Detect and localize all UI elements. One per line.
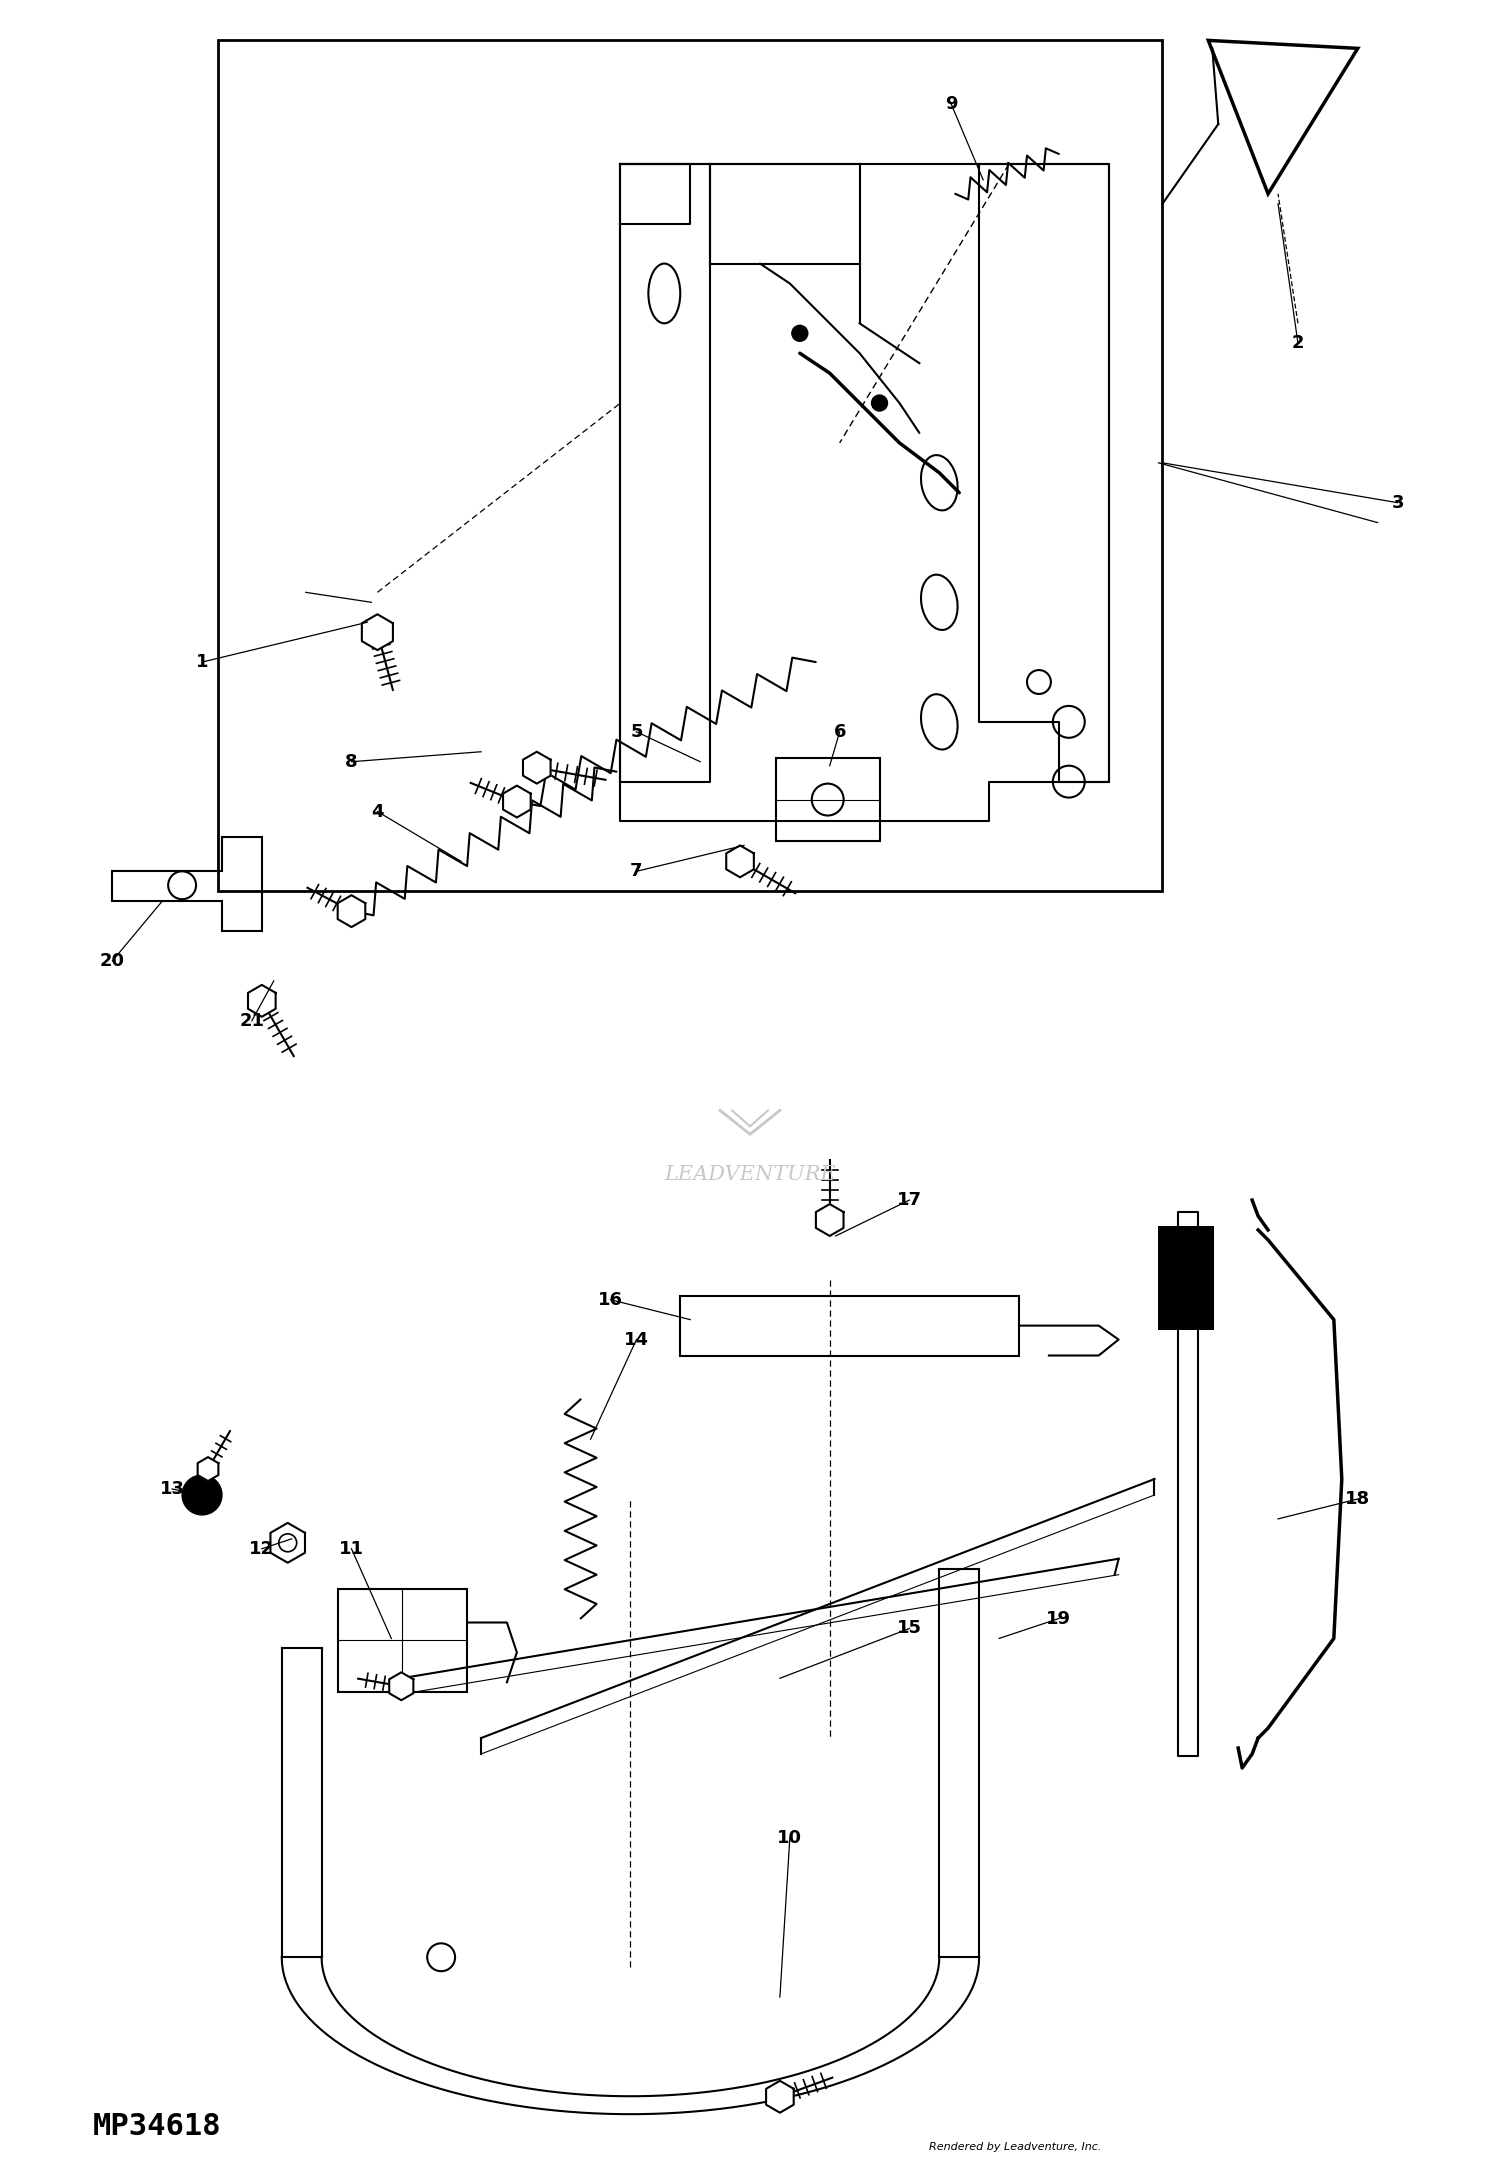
Polygon shape xyxy=(338,895,366,928)
Text: 13: 13 xyxy=(159,1480,184,1497)
Text: 10: 10 xyxy=(777,1830,802,1847)
Text: 2: 2 xyxy=(1292,335,1304,352)
Text: 1: 1 xyxy=(196,654,208,671)
Polygon shape xyxy=(816,1204,843,1236)
Text: 12: 12 xyxy=(249,1541,274,1558)
Polygon shape xyxy=(388,1673,414,1699)
Text: 4: 4 xyxy=(370,802,384,821)
Text: 8: 8 xyxy=(345,752,358,771)
Text: Rendered by Leadventure, Inc.: Rendered by Leadventure, Inc. xyxy=(930,2143,1101,2151)
Circle shape xyxy=(871,395,888,411)
Text: 16: 16 xyxy=(598,1291,622,1308)
Polygon shape xyxy=(198,1458,219,1482)
Bar xyxy=(217,41,1162,891)
Polygon shape xyxy=(766,2082,794,2112)
Circle shape xyxy=(792,326,808,341)
Text: 17: 17 xyxy=(897,1191,922,1208)
Polygon shape xyxy=(248,984,276,1017)
Text: 9: 9 xyxy=(945,96,957,113)
Polygon shape xyxy=(362,615,393,650)
Bar xyxy=(1158,1226,1215,1330)
Text: 21: 21 xyxy=(240,1013,264,1030)
Text: 5: 5 xyxy=(630,724,642,741)
Text: 14: 14 xyxy=(624,1330,650,1349)
Bar xyxy=(338,1588,466,1693)
Text: MP34618: MP34618 xyxy=(93,2112,220,2140)
Text: 18: 18 xyxy=(1346,1491,1371,1508)
Polygon shape xyxy=(524,752,550,784)
Text: LEADVENTURE: LEADVENTURE xyxy=(664,1165,836,1184)
Polygon shape xyxy=(503,787,531,817)
Circle shape xyxy=(182,1475,222,1515)
Text: 6: 6 xyxy=(834,724,846,741)
Text: 3: 3 xyxy=(1392,493,1404,511)
Text: 7: 7 xyxy=(630,863,642,880)
Text: 19: 19 xyxy=(1047,1610,1071,1628)
Text: 11: 11 xyxy=(339,1541,364,1558)
Text: 15: 15 xyxy=(897,1619,922,1638)
Polygon shape xyxy=(270,1523,304,1562)
Bar xyxy=(681,1295,1018,1356)
Polygon shape xyxy=(726,845,754,878)
Text: 20: 20 xyxy=(100,952,124,969)
